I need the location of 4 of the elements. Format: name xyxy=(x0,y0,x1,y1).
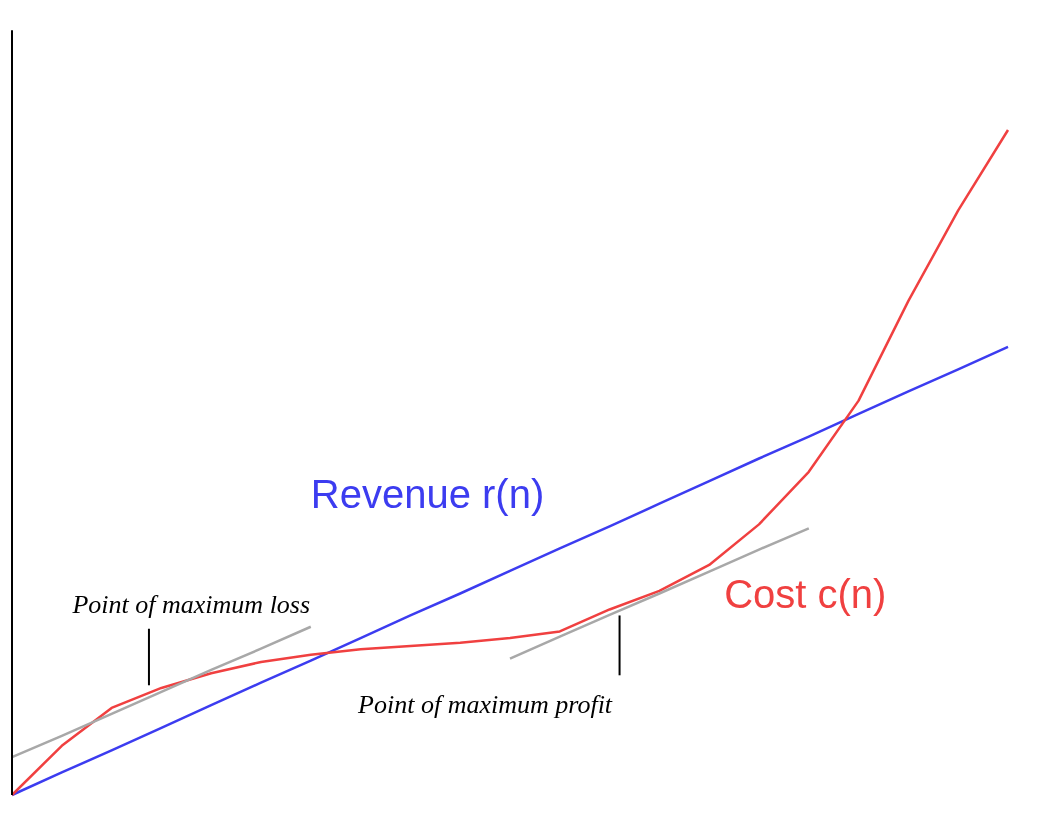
annotation: Point of maximum profit xyxy=(357,690,613,720)
annotation: Point of maximum loss xyxy=(71,590,311,620)
series-label: Revenue r(n) xyxy=(310,471,545,516)
series-label: Cost c(n) xyxy=(724,571,887,616)
